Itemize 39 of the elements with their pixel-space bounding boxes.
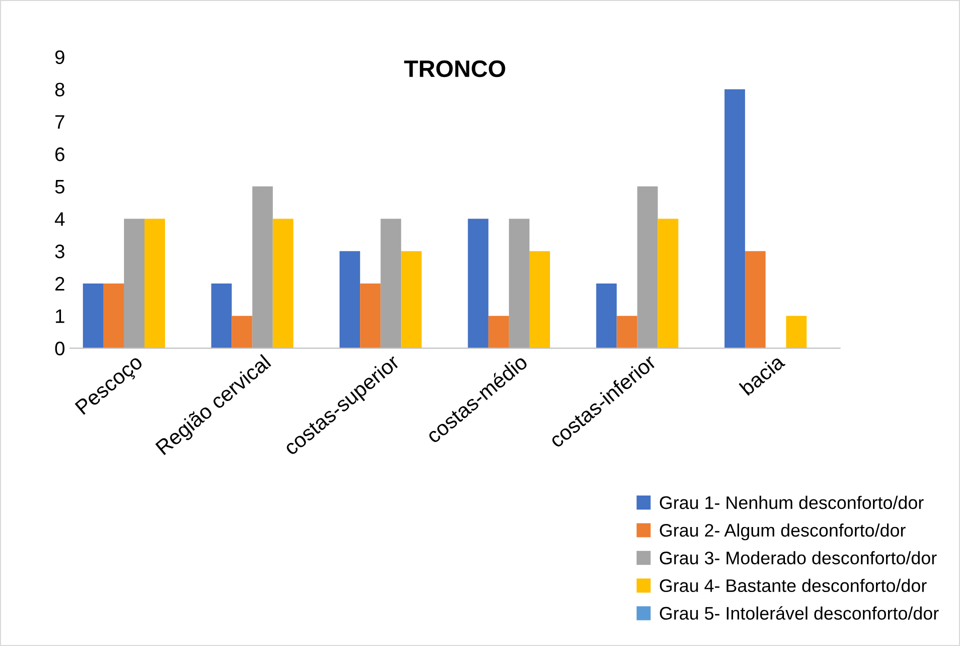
- bar: [724, 89, 746, 348]
- legend-label: Grau 1- Nenhum desconforto/dor: [660, 496, 924, 510]
- y-tick-label: 7: [55, 115, 64, 129]
- legend-label: Grau 2- Algum desconforto/dor: [660, 523, 906, 540]
- bar: [124, 218, 145, 348]
- bar: [211, 283, 232, 348]
- bar: [658, 218, 678, 348]
- bar: [252, 186, 273, 348]
- bar: [82, 283, 104, 348]
- bar: [103, 283, 124, 348]
- y-tick-label: 0: [55, 342, 64, 356]
- bar: [529, 251, 550, 348]
- bar: [596, 283, 617, 348]
- bar: [340, 251, 360, 348]
- bar: [380, 218, 402, 348]
- legend-label: Grau 5- Intolerável desconforto/dor: [660, 606, 939, 620]
- y-tick-label: 2: [55, 276, 64, 290]
- chart-title: TRONCO: [404, 60, 506, 78]
- bar: [144, 218, 166, 348]
- bar: [616, 316, 638, 348]
- y-tick-label: 8: [55, 82, 64, 96]
- bar: [272, 218, 294, 348]
- bar: [637, 186, 658, 348]
- bar: [468, 218, 488, 348]
- legend-label: Grau 4- Bastante desconforto/dor: [660, 578, 927, 592]
- bar: [745, 251, 766, 348]
- y-tick-label: 1: [56, 309, 64, 323]
- y-tick-label: 4: [54, 212, 65, 226]
- bar: [232, 316, 252, 348]
- bar: [360, 283, 381, 348]
- bar: [401, 251, 422, 348]
- y-tick-label: 5: [55, 180, 64, 194]
- y-tick-label: 6: [55, 147, 64, 162]
- y-tick-label: 9: [55, 50, 64, 64]
- bar: [508, 218, 530, 348]
- bar: [488, 316, 509, 348]
- bar: [786, 316, 807, 348]
- legend-label: Grau 3- Moderado desconforto/dor: [660, 551, 937, 564]
- y-tick-label: 3: [55, 244, 64, 258]
